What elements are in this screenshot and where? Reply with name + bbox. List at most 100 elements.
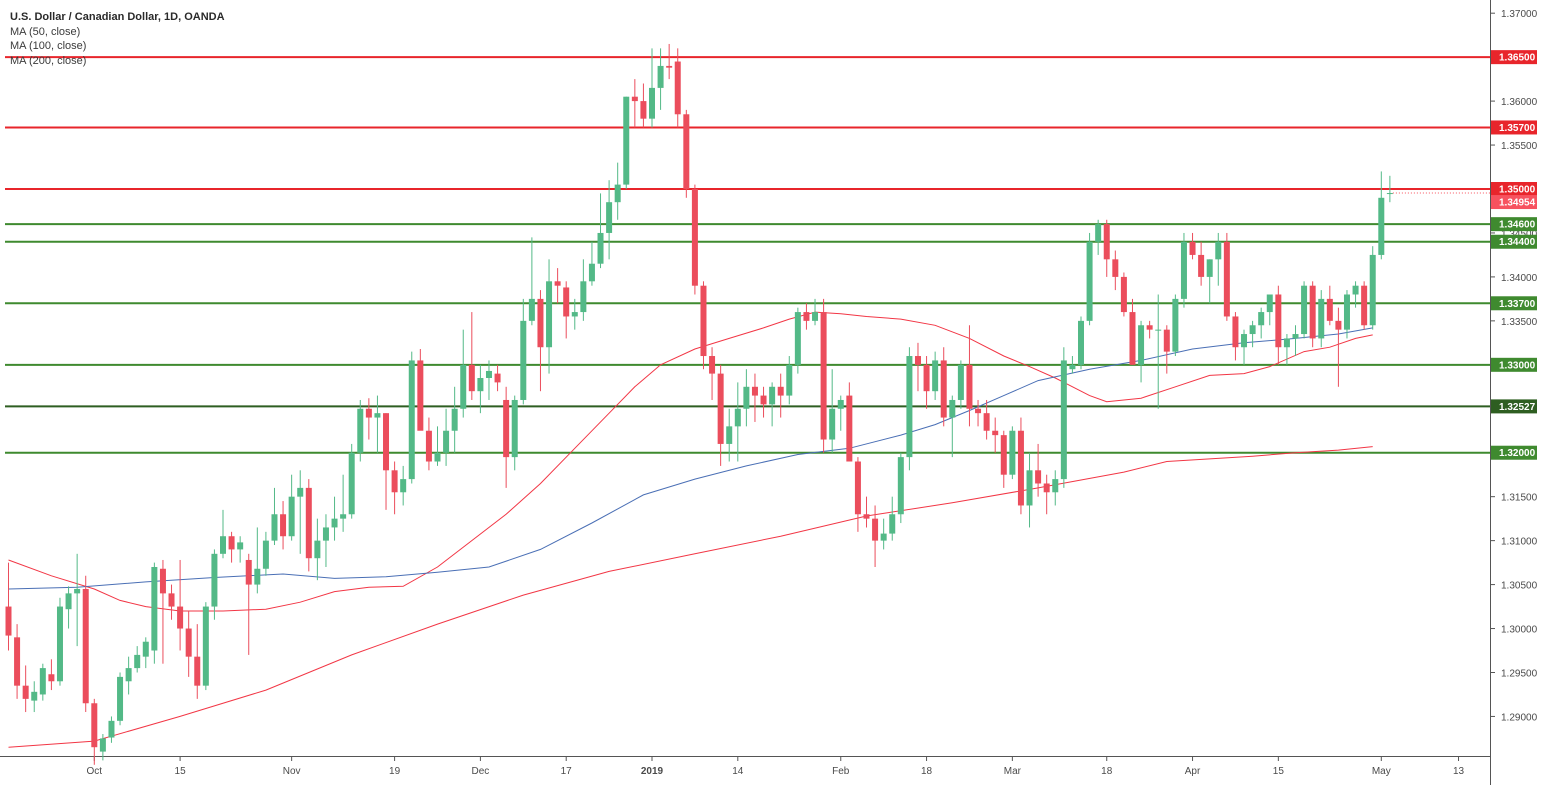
candle-body xyxy=(262,540,269,569)
level-label: 1.35000 xyxy=(1499,185,1536,196)
candle xyxy=(614,162,621,220)
candle xyxy=(1189,232,1196,260)
candle xyxy=(297,470,304,554)
level-label-box xyxy=(1491,296,1537,311)
candle-body xyxy=(1292,334,1299,339)
candle-body xyxy=(588,263,595,282)
candle xyxy=(211,549,218,620)
candle-body xyxy=(1206,259,1213,277)
candle-body xyxy=(99,738,106,752)
candle-body xyxy=(649,87,655,119)
candle-body xyxy=(1343,294,1350,330)
candle xyxy=(125,656,132,695)
candle xyxy=(640,83,647,128)
level-label: 1.32527 xyxy=(1499,402,1536,413)
candle xyxy=(168,584,175,620)
candle-body xyxy=(494,373,501,383)
candle xyxy=(588,241,595,286)
candle-body xyxy=(117,676,124,721)
candle xyxy=(340,474,347,532)
candle-body xyxy=(168,593,175,607)
candle xyxy=(1043,474,1050,515)
candle-body xyxy=(537,298,544,348)
candle-body xyxy=(417,360,424,431)
candle xyxy=(485,360,492,400)
candle xyxy=(709,347,716,400)
candle-body xyxy=(1138,325,1145,365)
x-tick-label: 18 xyxy=(1101,766,1113,777)
candle xyxy=(1078,316,1084,370)
candle-body xyxy=(580,281,587,313)
candle xyxy=(803,303,810,330)
candle xyxy=(408,351,415,484)
level-label: 1.34400 xyxy=(1499,237,1536,248)
level-label: 1.33700 xyxy=(1499,299,1536,310)
legend-ma50[interactable]: MA (50, close) xyxy=(10,25,81,38)
candle xyxy=(1163,325,1170,374)
candle-body xyxy=(657,65,664,88)
candle-body xyxy=(125,668,132,682)
level-label-box xyxy=(1491,182,1537,196)
candle xyxy=(280,501,287,550)
candle xyxy=(1223,232,1230,321)
candle xyxy=(1155,294,1162,409)
y-tick-label: 1.30000 xyxy=(1501,625,1538,636)
candle xyxy=(726,408,733,462)
candle xyxy=(425,417,432,471)
last-price-label: 1.34954 xyxy=(1499,198,1536,209)
candle-body xyxy=(640,101,647,119)
candle xyxy=(1343,290,1350,339)
candle xyxy=(271,487,278,546)
candle-body xyxy=(237,542,244,550)
candle xyxy=(331,496,338,541)
legend-ma100[interactable]: MA (100, close) xyxy=(10,40,87,52)
candle xyxy=(1180,232,1187,308)
candle-body xyxy=(254,568,261,585)
last-price-box xyxy=(1491,195,1537,210)
candle xyxy=(1258,307,1265,339)
candle xyxy=(1352,281,1359,308)
candle xyxy=(683,109,690,198)
candle xyxy=(1283,334,1290,365)
candle xyxy=(820,298,827,453)
y-tick-label: 1.29000 xyxy=(1501,712,1538,723)
candle-body xyxy=(717,373,724,444)
candle xyxy=(992,417,999,453)
candle xyxy=(177,559,184,651)
candle-body xyxy=(443,430,450,453)
candle xyxy=(674,48,681,128)
candle-body xyxy=(194,656,201,686)
candle xyxy=(1206,259,1213,304)
candle xyxy=(554,268,561,304)
candle xyxy=(794,307,801,374)
candle-body xyxy=(966,364,973,409)
candle-body xyxy=(365,408,372,418)
candle xyxy=(288,474,295,541)
legend-ma200[interactable]: MA (200, close) xyxy=(10,54,87,67)
candle-body xyxy=(691,189,698,286)
candle xyxy=(623,96,630,189)
candle xyxy=(829,369,836,453)
candle-body xyxy=(460,364,467,409)
candle xyxy=(348,443,355,519)
candle xyxy=(305,479,312,572)
candle-body xyxy=(1198,254,1205,277)
candle xyxy=(202,602,209,691)
candle-body xyxy=(1009,430,1016,475)
candle xyxy=(1026,452,1033,528)
candle-body xyxy=(1060,360,1067,480)
candle xyxy=(1266,294,1273,326)
candle-body xyxy=(108,720,115,738)
candle-body xyxy=(674,61,681,115)
candle xyxy=(546,259,553,374)
candle xyxy=(854,457,861,532)
x-tick-label: 13 xyxy=(1453,766,1465,777)
candle-body xyxy=(425,430,432,462)
candle-body xyxy=(297,487,304,497)
candle xyxy=(254,527,261,594)
candle xyxy=(228,531,235,563)
x-tick-label: 15 xyxy=(175,766,187,777)
candle xyxy=(914,342,921,392)
candle-body xyxy=(820,312,827,440)
